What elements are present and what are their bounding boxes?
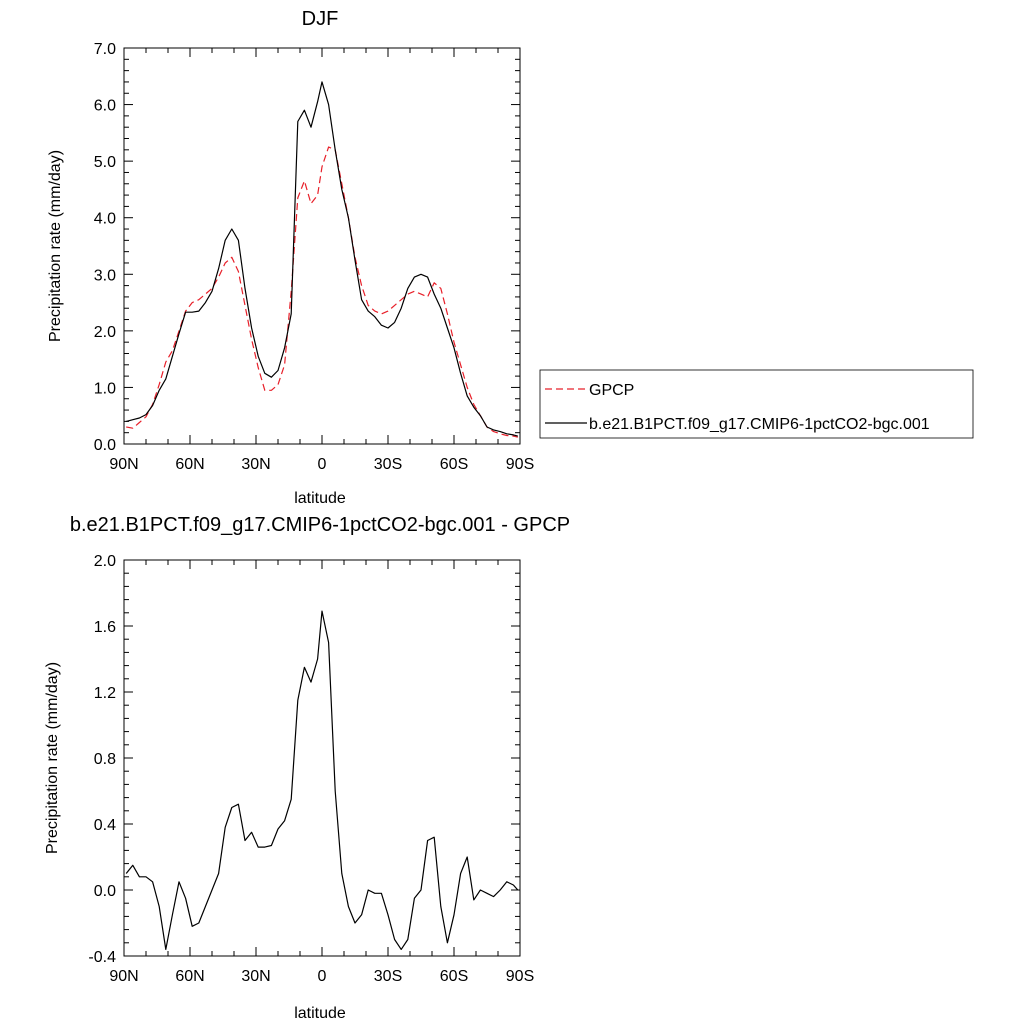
top-ytick-label: 3.0 xyxy=(94,267,116,284)
bottom-ytick-label: 0.0 xyxy=(94,883,116,900)
legend-box xyxy=(539,369,974,439)
bottom-ytick-label: -0.4 xyxy=(88,949,116,966)
top-ytick-label: 5.0 xyxy=(94,154,116,171)
top-ytick-label: 6.0 xyxy=(94,98,116,115)
top-xtick-label: 0 xyxy=(318,456,327,473)
top-xtick-label: 90S xyxy=(506,456,534,473)
top-ytick-label: 1.0 xyxy=(94,380,116,397)
top-ytick-label: 7.0 xyxy=(94,41,116,58)
top-xtick-label: 60S xyxy=(440,456,468,473)
legend: GPCP b.e21.B1PCT.f09_g17.CMIP6-1pctCO2-b… xyxy=(539,369,974,439)
top-ytick-label: 4.0 xyxy=(94,211,116,228)
bottom-panel-xlabel: latitude xyxy=(294,1005,346,1022)
bottom-ytick-label: 2.0 xyxy=(94,553,116,570)
top-xtick-label: 30N xyxy=(241,456,270,473)
bottom-ytick-label: 0.4 xyxy=(94,817,116,834)
legend-gpcp-label: GPCP xyxy=(589,382,634,399)
bottom-panel-ylabel: Precipitation rate (mm/day) xyxy=(44,662,61,854)
top-xtick-label: 30S xyxy=(374,456,402,473)
bottom-ytick-label: 0.8 xyxy=(94,751,116,768)
top-panel-ylabel: Precipitation rate (mm/day) xyxy=(47,150,64,342)
top-panel-frame xyxy=(123,47,521,445)
top-panel: DJF 90N 60N 30N 0 30S 60S 90S 0.0 1.0 2.0 3.0 4.0 5.… xyxy=(47,8,534,507)
bottom-xtick-label: 60N xyxy=(175,968,204,985)
top-ytick-label: 2.0 xyxy=(94,324,116,341)
bottom-xtick-label: 30N xyxy=(241,968,270,985)
top-series-line-0 xyxy=(126,146,518,438)
bottom-panel-frame xyxy=(123,559,521,957)
top-panel-title: DJF xyxy=(302,8,339,30)
bottom-xtick-label: 90S xyxy=(506,968,534,985)
bottom-xtick-label: 60S xyxy=(440,968,468,985)
bottom-panel-lines xyxy=(125,610,519,951)
bottom-ytick-label: 1.6 xyxy=(94,619,116,636)
legend-model-label: b.e21.B1PCT.f09_g17.CMIP6-1pctCO2-bgc.00… xyxy=(589,416,930,433)
top-xtick-label: 90N xyxy=(109,456,138,473)
top-panel-xlabel: latitude xyxy=(294,490,346,507)
bottom-xtick-label: 90N xyxy=(109,968,138,985)
top-ytick-label: 0.0 xyxy=(94,437,116,454)
top-panel-lines xyxy=(126,81,518,438)
bottom-xtick-label: 30S xyxy=(374,968,402,985)
bottom-xtick-label: 0 xyxy=(318,968,327,985)
bottom-panel-title: b.e21.B1PCT.f09_g17.CMIP6-1pctCO2-bgc.00… xyxy=(70,514,570,536)
top-series-line-1 xyxy=(126,81,518,437)
top-xtick-label: 60N xyxy=(175,456,204,473)
bottom-ytick-label: 1.2 xyxy=(94,685,116,702)
bottom-series-line-0 xyxy=(125,610,519,951)
bottom-panel-ticks: 90N 60N 30N 0 30S 60S 90S -0.4 0.0 0.4 0.8 1.2 1.6 2.… xyxy=(88,553,534,985)
bottom-panel: b.e21.B1PCT.f09_g17.CMIP6-1pctCO2-bgc.00… xyxy=(44,514,570,1022)
